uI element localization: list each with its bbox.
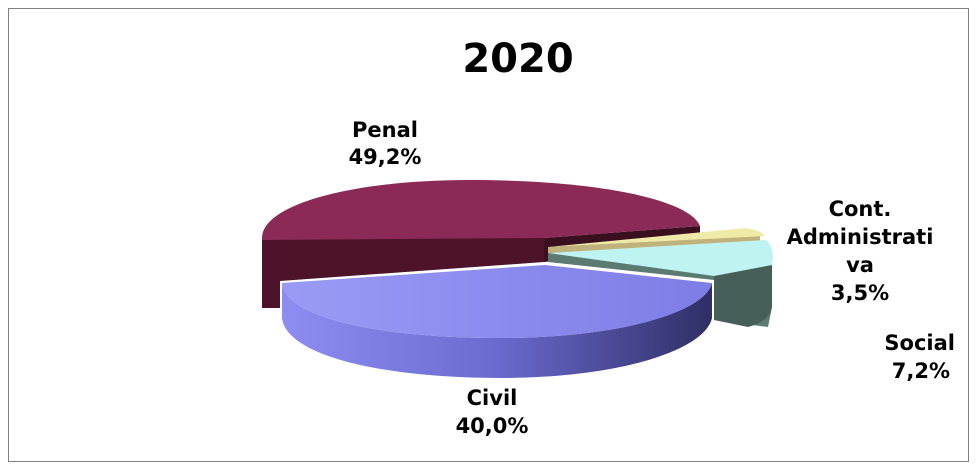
slice-penal-top <box>262 180 700 240</box>
label-penal: Penal 49,2% <box>349 118 422 169</box>
slice-cont-side <box>548 236 760 253</box>
slice-cont-administrativa <box>548 228 765 253</box>
label-social: Social 7,2% <box>884 331 955 383</box>
chart-title: 2020 <box>462 36 573 82</box>
label-social-name: Social <box>884 331 955 355</box>
slice-penal-side <box>262 238 544 308</box>
label-penal-name: Penal <box>352 118 418 142</box>
label-cont-value: 3,5% <box>831 281 889 305</box>
slice-civil-side <box>282 283 712 378</box>
slice-civil <box>282 265 712 378</box>
slice-social-side-front <box>714 265 772 327</box>
slice-social <box>548 240 773 327</box>
label-social-value: 7,2% <box>892 359 950 383</box>
label-cont-administrativa: Cont. Administrati va 3,5% <box>787 197 934 305</box>
label-penal-value: 49,2% <box>349 145 422 169</box>
label-civil-name: Civil <box>467 386 518 410</box>
label-cont-line-1: Cont. <box>829 197 892 221</box>
slice-cont-top <box>548 228 765 247</box>
slice-social-top <box>548 240 773 276</box>
label-cont-line-3: va <box>846 253 874 277</box>
slice-civil-top <box>282 265 712 338</box>
label-cont-line-2: Administrati <box>787 225 934 249</box>
label-civil-value: 40,0% <box>456 414 529 438</box>
label-civil: Civil 40,0% <box>456 386 529 438</box>
